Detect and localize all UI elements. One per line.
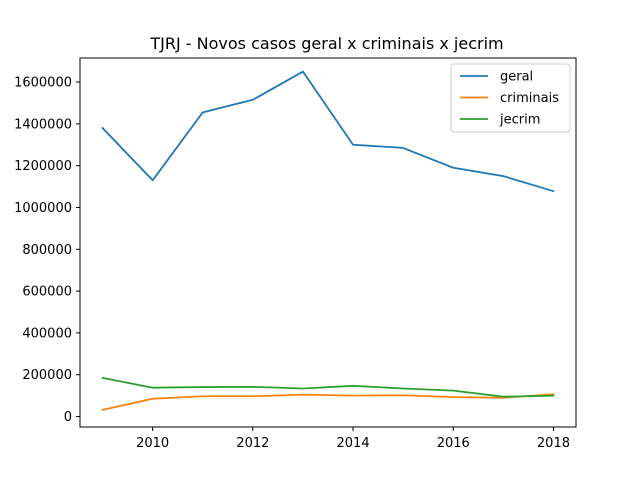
y-tick-label: 400000: [22, 326, 72, 341]
y-tick-label: 1200000: [14, 159, 72, 174]
chart-title: TJRJ - Novos casos geral x criminais x j…: [149, 34, 503, 53]
y-tick-label: 1000000: [14, 201, 72, 216]
x-axis: 2010 2012 2014 2016 2018: [136, 427, 570, 451]
legend-label-jecrim: jecrim: [499, 113, 540, 128]
legend-box: [450, 63, 571, 133]
series-line-geral: [101, 70, 555, 193]
plot-frame: [79, 57, 577, 428]
y-tick-label: 200000: [22, 368, 72, 383]
legend-label-criminais: criminais: [500, 91, 559, 106]
series-line-jecrim: [101, 376, 555, 398]
x-tick-label: 2014: [337, 436, 370, 451]
y-tick-label: 600000: [22, 285, 72, 300]
plot-series: [101, 70, 555, 411]
y-tick-label: 0: [64, 410, 72, 425]
series-line-criminais: [101, 393, 555, 411]
x-tick-label: 2012: [236, 436, 269, 451]
y-tick-label: 1600000: [14, 76, 72, 91]
legend: geral criminais jecrim: [450, 63, 571, 133]
x-tick-label: 2018: [537, 436, 570, 451]
x-tick-label: 2010: [136, 436, 169, 451]
y-tick-label: 800000: [22, 243, 72, 258]
y-tick-label: 1400000: [14, 117, 72, 132]
y-axis: 0 200000 400000 600000 800000 1000000 1200000 1…: [14, 76, 80, 425]
legend-label-geral: geral: [500, 70, 533, 85]
x-tick-label: 2016: [437, 436, 470, 451]
